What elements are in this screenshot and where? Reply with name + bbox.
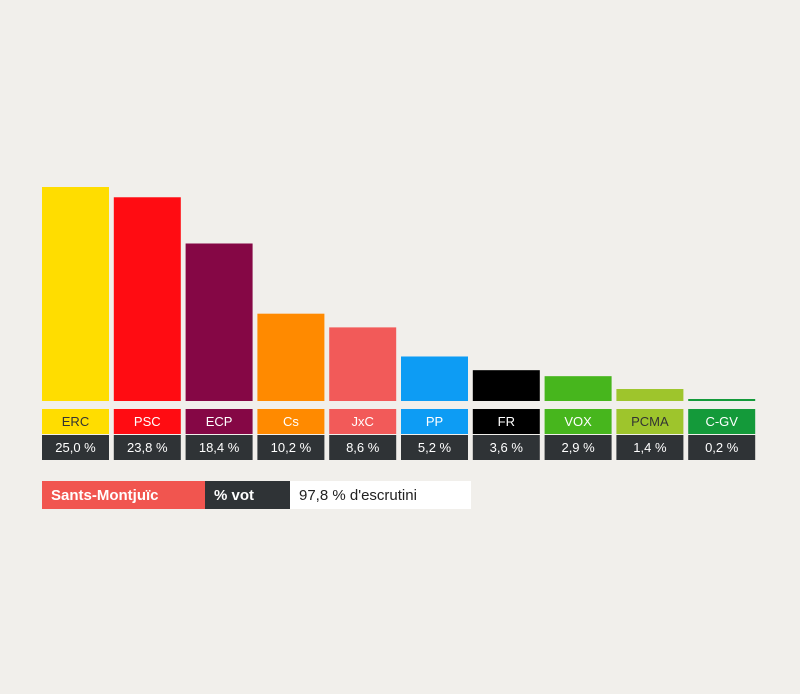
party-label-jxc: JxC (352, 414, 374, 429)
party-label-psc: PSC (134, 414, 161, 429)
party-label-bg-c-gv (688, 409, 756, 434)
bar-jxc (329, 327, 397, 401)
party-label-bg-ecp (185, 409, 253, 434)
metric-label: % vot (205, 481, 290, 509)
value-label-jxc: 8,6 % (346, 440, 380, 455)
party-label-bg-pp (401, 409, 468, 434)
value-label-c-gv: 0,2 % (705, 440, 739, 455)
bar-erc (42, 187, 109, 401)
party-label-vox: VOX (564, 414, 592, 429)
party-label-erc: ERC (62, 414, 89, 429)
value-label-bg-ecp (185, 435, 253, 460)
bar-vox (544, 376, 612, 401)
party-label-pp: PP (426, 414, 443, 429)
value-label-bg-fr (472, 435, 540, 460)
party-label-bg-jxc (329, 409, 397, 434)
bar-cs (257, 313, 325, 401)
value-label-ecp: 18,4 % (199, 440, 240, 455)
party-label-bg-psc (113, 409, 181, 434)
party-label-cs: Cs (283, 414, 299, 429)
bar-pcma (616, 389, 684, 401)
district-label: Sants-Montjuïc (42, 481, 205, 509)
value-label-bg-erc (42, 435, 109, 460)
value-label-cs: 10,2 % (271, 440, 312, 455)
bar-fr (472, 370, 540, 401)
value-label-bg-vox (544, 435, 612, 460)
value-label-bg-psc (113, 435, 181, 460)
legend-footer: Sants-Montjuïc % vot 97,8 % d'escrutini (42, 481, 471, 509)
party-label-bg-cs (257, 409, 325, 434)
value-label-bg-jxc (329, 435, 397, 460)
value-label-bg-cs (257, 435, 325, 460)
count-status: 97,8 % d'escrutini (290, 481, 471, 509)
bar-chart: ERC 25,0 % PSC 23,8 % ECP 18,4 % Cs 10,2 % JxC 8,… (42, 187, 756, 460)
value-label-erc: 25,0 % (55, 440, 96, 455)
party-label-bg-erc (42, 409, 109, 434)
party-label-bg-vox (544, 409, 612, 434)
bar-psc (113, 197, 181, 401)
party-label-c-gv: C-GV (705, 414, 738, 429)
value-label-bg-pcma (616, 435, 684, 460)
value-label-bg-pp (401, 435, 468, 460)
value-label-pcma: 1,4 % (633, 440, 667, 455)
party-label-fr: FR (498, 414, 515, 429)
bar-pp (401, 356, 468, 401)
value-label-psc: 23,8 % (127, 440, 168, 455)
party-label-ecp: ECP (206, 414, 233, 429)
value-label-vox: 2,9 % (561, 440, 595, 455)
bar-c-gv (688, 399, 756, 401)
value-label-fr: 3,6 % (490, 440, 524, 455)
value-label-bg-c-gv (688, 435, 756, 460)
value-label-pp: 5,2 % (418, 440, 452, 455)
bar-ecp (185, 243, 253, 401)
party-label-bg-pcma (616, 409, 684, 434)
party-label-pcma: PCMA (631, 414, 669, 429)
party-label-bg-fr (472, 409, 540, 434)
